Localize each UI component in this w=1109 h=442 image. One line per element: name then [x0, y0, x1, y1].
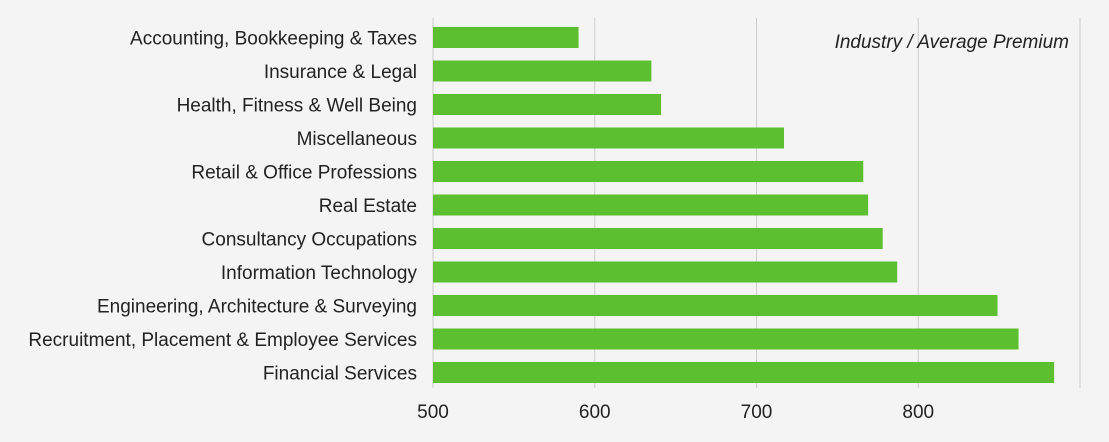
bar — [433, 94, 662, 115]
category-label: Retail & Office Professions — [191, 163, 417, 184]
bar — [433, 194, 869, 216]
category-label: Health, Fitness & Well Being — [177, 96, 417, 117]
category-label: Insurance & Legal — [264, 62, 417, 83]
category-label: Information Technology — [221, 263, 418, 284]
chart-title: Industry / Average Premium — [835, 32, 1069, 53]
x-tick-label: 800 — [902, 402, 934, 423]
x-tick-label: 500 — [417, 402, 449, 423]
x-tick-labels: 500 600 700 800 — [417, 402, 934, 423]
category-labels: Accounting, Bookkeeping & Taxes Insurance… — [28, 29, 417, 385]
category-label: Engineering, Architecture & Surveying — [97, 297, 417, 318]
bar — [433, 328, 1019, 350]
bar — [433, 161, 864, 182]
bars — [433, 27, 1055, 383]
bar — [433, 362, 1055, 383]
category-label: Consultancy Occupations — [202, 230, 417, 251]
category-label: Recruitment, Placement & Employee Servic… — [28, 330, 417, 351]
bar — [433, 261, 898, 283]
category-label: Miscellaneous — [297, 129, 417, 150]
bar — [433, 127, 784, 149]
category-label: Financial Services — [263, 364, 417, 385]
x-tick-label: 600 — [579, 402, 611, 423]
bar — [433, 60, 652, 82]
category-label: Real Estate — [319, 196, 417, 217]
bar — [433, 295, 998, 316]
bar — [433, 27, 579, 48]
bar — [433, 228, 883, 249]
x-tick-label: 700 — [741, 402, 773, 423]
category-label: Accounting, Bookkeeping & Taxes — [130, 29, 417, 50]
